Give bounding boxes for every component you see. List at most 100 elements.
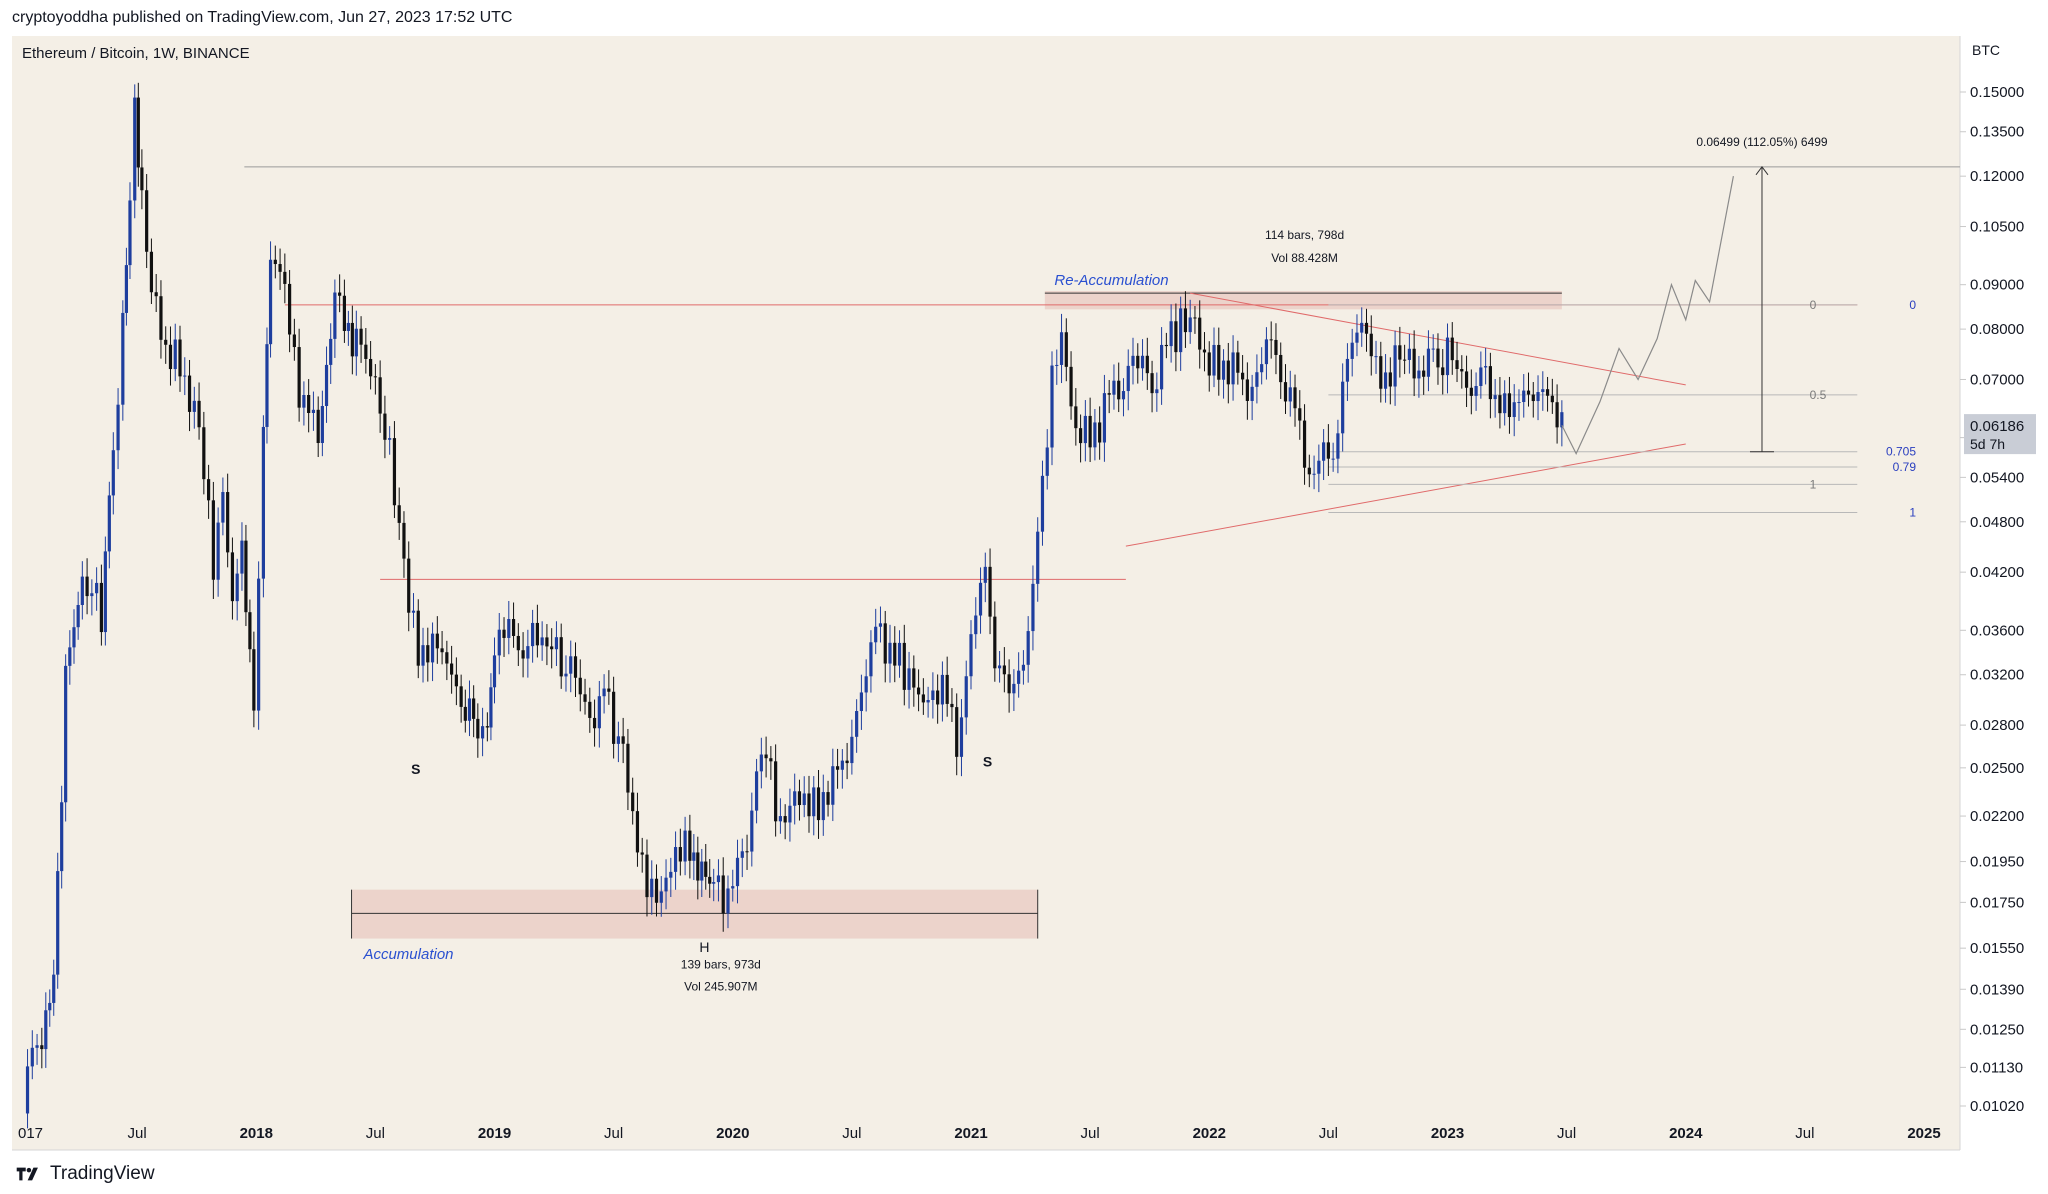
candle-body <box>821 792 825 821</box>
candle-body <box>807 793 811 817</box>
candle-body <box>716 875 721 883</box>
candle-body <box>664 877 668 892</box>
candle-body <box>316 409 320 444</box>
candle-body <box>1522 390 1526 403</box>
symbol-label: Ethereum / Bitcoin, 1W, BINANCE <box>22 45 250 62</box>
candle-body <box>1545 389 1550 396</box>
candle-body <box>1407 348 1411 360</box>
candle-body <box>1336 433 1340 459</box>
candle-body <box>1036 531 1040 584</box>
candle-body <box>116 404 120 451</box>
candle-body <box>454 674 458 687</box>
candle-body <box>1283 382 1288 402</box>
candle-body <box>640 852 644 855</box>
candle-body <box>759 754 763 772</box>
candle-body <box>1469 387 1473 396</box>
candle-body <box>283 271 287 284</box>
candle-body <box>1102 393 1107 443</box>
candle-body <box>124 265 129 313</box>
candle-body <box>1388 372 1392 387</box>
y-tick-label: 0.04800 <box>1970 514 2024 531</box>
triangle-lower-line <box>1125 443 1686 547</box>
candle-body <box>244 540 248 613</box>
candle-body <box>1560 412 1564 428</box>
candle-body <box>969 634 973 677</box>
x-tick-label: 017 <box>18 1125 43 1142</box>
candle-body <box>1369 333 1373 357</box>
candle-body <box>1031 583 1035 632</box>
y-tick-label: 0.08000 <box>1970 321 2024 338</box>
candle-body <box>1550 395 1554 403</box>
y-tick-label: 0.01130 <box>1970 1059 2023 1076</box>
candle-body <box>288 283 292 335</box>
candle-body <box>631 792 635 812</box>
candle-body <box>221 492 225 523</box>
candle-body <box>445 652 449 664</box>
y-tick-label: 0.05400 <box>1970 469 2024 486</box>
candle-body <box>1150 373 1154 394</box>
candle-body <box>1498 395 1502 414</box>
candle-body <box>52 974 56 1003</box>
candle-body <box>1484 366 1488 368</box>
candle-body <box>704 861 708 877</box>
candle-body <box>257 578 261 711</box>
candle-body <box>103 551 107 633</box>
candle-body <box>897 642 902 666</box>
y-tick-label: 0.12000 <box>1970 168 2024 185</box>
x-tick-label: Jul <box>366 1125 385 1142</box>
candle-body <box>1326 442 1330 459</box>
candle-body <box>1069 366 1073 407</box>
candle-body <box>1164 344 1168 347</box>
candle-body <box>708 876 712 884</box>
candle-body <box>197 400 201 428</box>
candle-body <box>273 259 277 265</box>
candle-body <box>678 847 682 862</box>
candle-body <box>463 706 467 721</box>
fib-level-label: 0 <box>1810 298 1817 312</box>
candle-body <box>654 878 659 903</box>
reaccumulation-stats-vol: Vol 88.428M <box>1271 251 1338 265</box>
candle-body <box>311 409 316 414</box>
candle-body <box>1512 402 1516 418</box>
candle-body <box>1383 372 1388 389</box>
candle-body <box>526 646 530 659</box>
candle-body <box>107 495 111 552</box>
candle-body <box>850 736 854 764</box>
candle-body <box>1317 460 1321 474</box>
candle-body <box>1293 387 1297 409</box>
y-tick-label: 0.09000 <box>1970 277 2024 294</box>
x-tick-label: Jul <box>1319 1125 1338 1142</box>
candle-body <box>812 787 816 817</box>
candle-body <box>1269 339 1273 341</box>
candle-body <box>1193 317 1197 319</box>
candle-body <box>1017 670 1021 684</box>
candle-body <box>369 358 373 377</box>
candle-body <box>56 871 60 975</box>
candle-body <box>1302 420 1307 468</box>
candle-body <box>497 629 501 656</box>
candle-body <box>793 791 797 806</box>
candle-body <box>1417 370 1421 379</box>
candle-body <box>1255 372 1259 387</box>
candle-body <box>1198 317 1202 350</box>
candle-body <box>72 627 76 648</box>
candle-body <box>333 292 337 339</box>
candle-body <box>726 888 730 914</box>
candle-body <box>364 344 368 359</box>
projection-path <box>1561 176 1734 456</box>
candle-body <box>95 582 99 594</box>
candle-body <box>1160 344 1164 390</box>
candle-body <box>346 322 350 331</box>
candle-body <box>1140 355 1145 369</box>
candle-body <box>430 633 435 663</box>
candle-body <box>133 97 137 201</box>
candle-body <box>797 791 802 806</box>
candle-body <box>721 875 725 914</box>
candle-body <box>735 857 740 887</box>
candle-body <box>835 766 840 770</box>
candle-body <box>450 663 454 675</box>
candle-body <box>383 413 387 440</box>
right-shoulder-label: S <box>983 753 992 769</box>
candle-body <box>659 891 663 903</box>
